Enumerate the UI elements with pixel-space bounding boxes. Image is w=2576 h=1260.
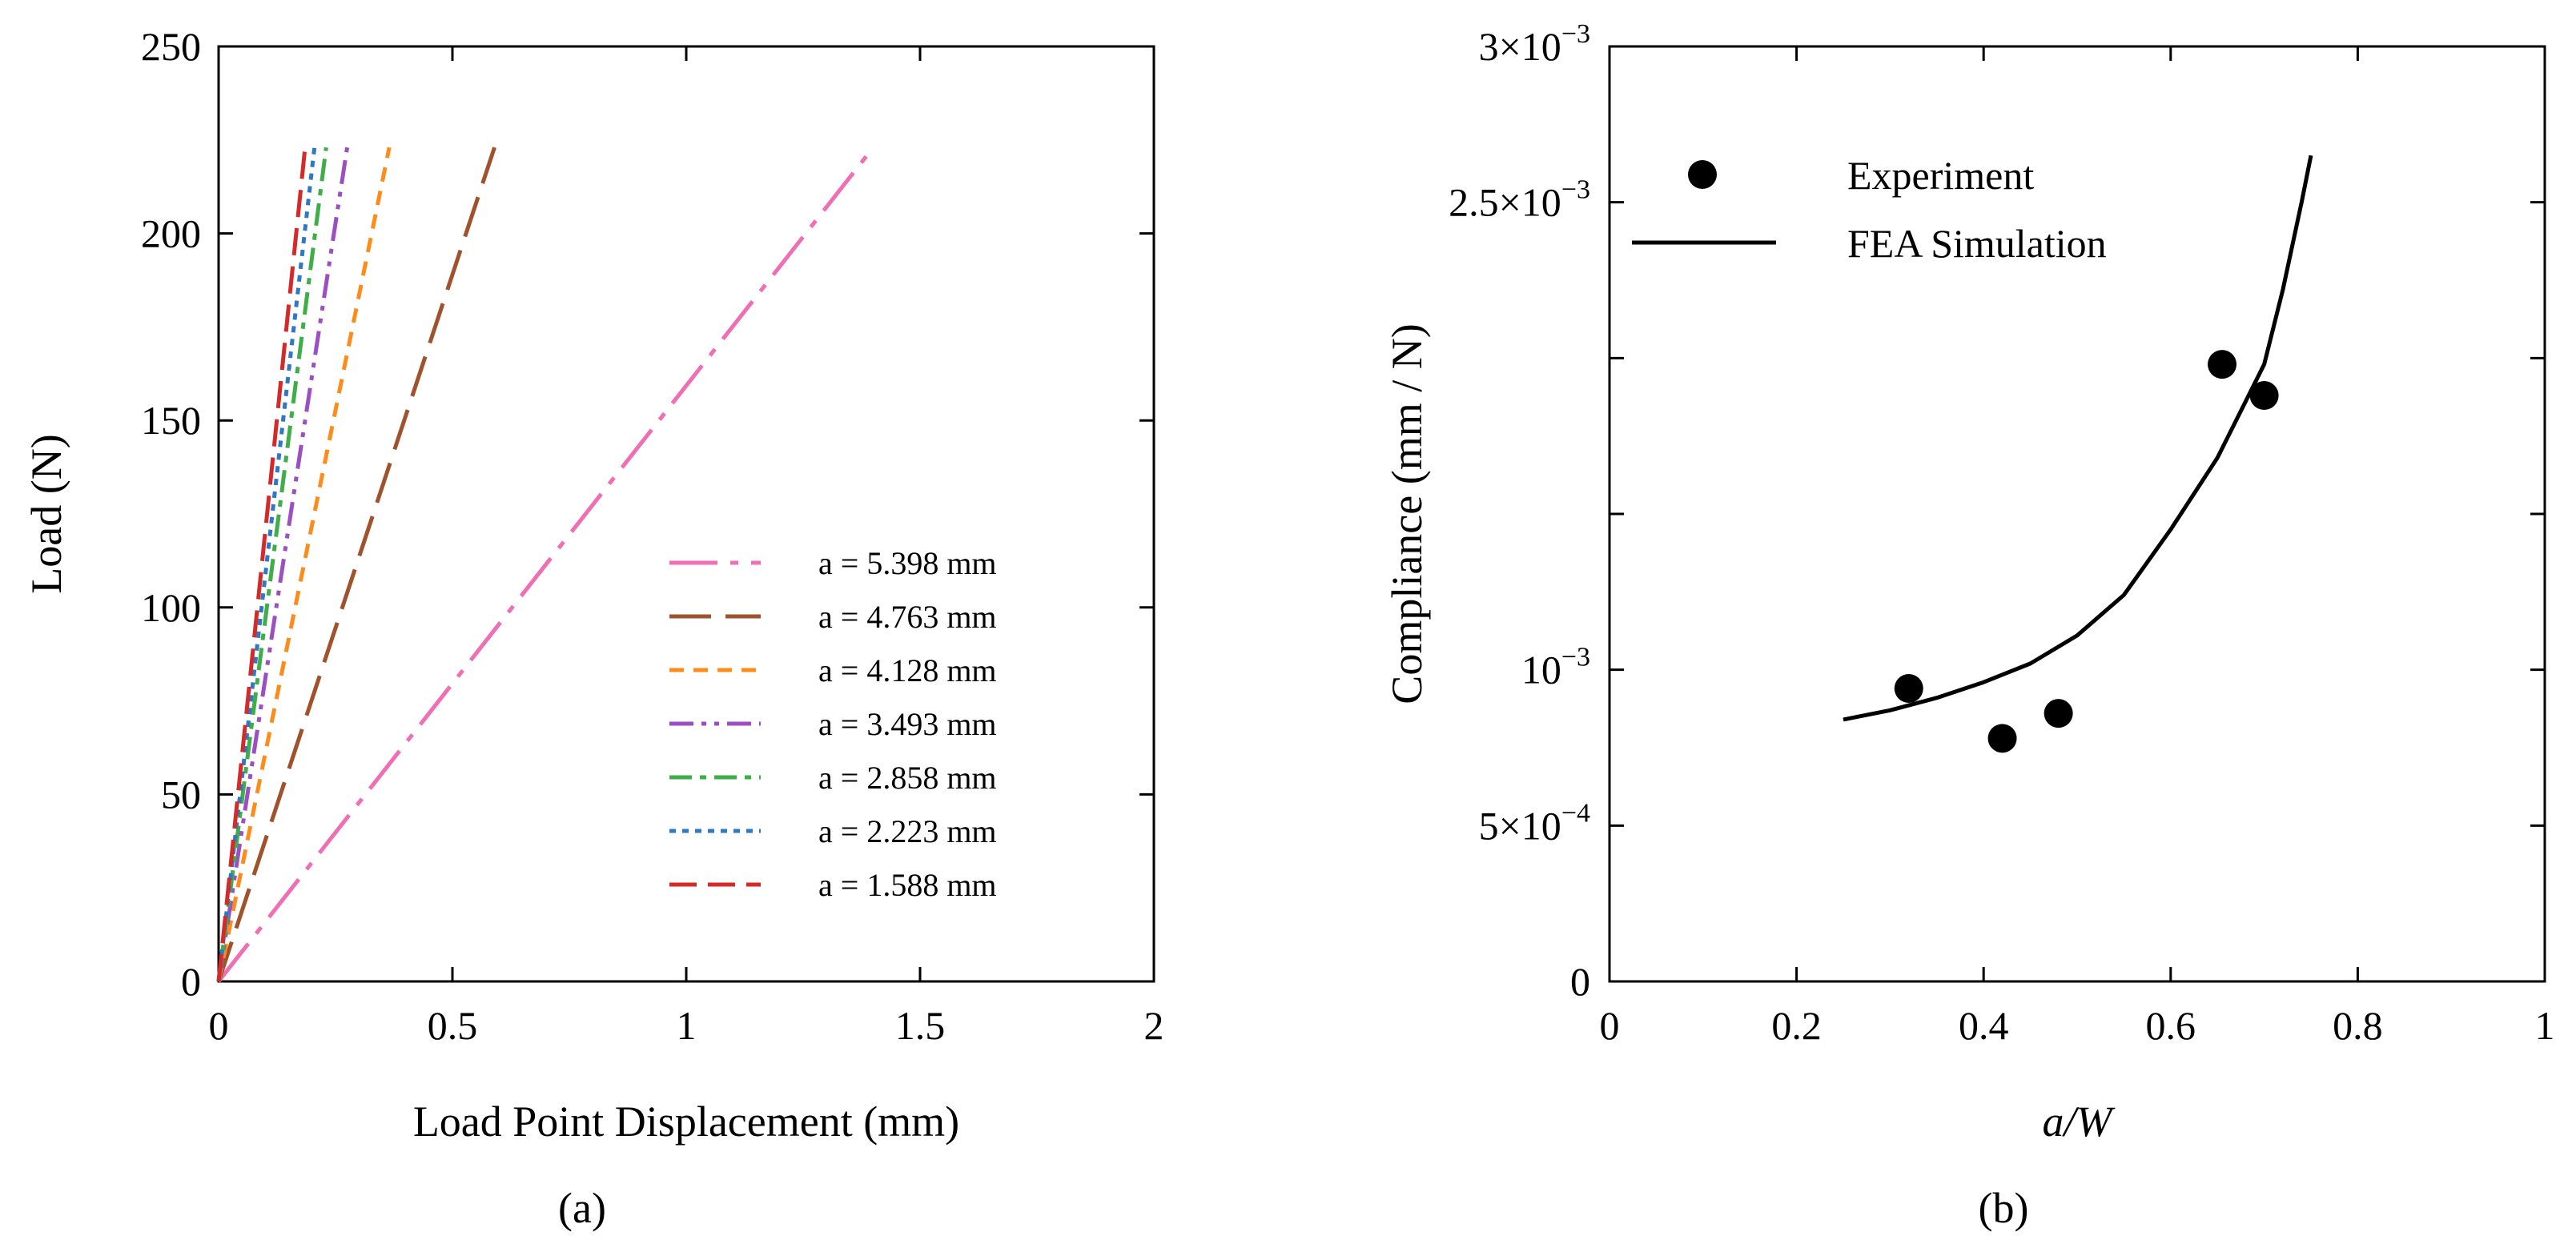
b-xtick-label: 0 [1600, 1003, 1620, 1048]
a-xtick-label: 0 [209, 1003, 229, 1048]
b-series [1843, 154, 2313, 753]
a-series-line [216, 146, 307, 982]
b-experiment-point [2249, 381, 2279, 411]
a-xlabel: Load Point Displacement (mm) [413, 1097, 959, 1146]
a-ytick-label: 150 [141, 398, 201, 443]
a-series-line [216, 146, 328, 982]
a-legend-label: a = 1.588 mm [818, 867, 997, 903]
b-legend: Experiment FEA Simulation [1632, 153, 2107, 266]
plot-frame-a [217, 45, 1155, 983]
a-series-line [217, 146, 875, 983]
b-xtick-label: 0.4 [1959, 1003, 2009, 1048]
a-series-line [216, 146, 392, 982]
b-fea-curve [1843, 154, 2313, 722]
a-xtick-label: 1.5 [895, 1003, 946, 1048]
b-ytick-label: 2.5×10−3 [1449, 175, 1590, 225]
b-experiment-point [1894, 674, 1923, 704]
b-ytick-label: 0 [1570, 959, 1590, 1004]
b-experiment-point [2044, 699, 2073, 728]
a-series-line [216, 146, 350, 982]
a-series [216, 146, 875, 983]
a-legend-label: a = 4.128 mm [818, 652, 997, 688]
b-legend-label: FEA Simulation [1847, 221, 2107, 266]
a-xtick-label: 2 [1144, 1003, 1164, 1048]
b-ytick-label: 5×10−4 [1479, 798, 1590, 848]
a-series-line [216, 146, 496, 982]
a-legend: a = 5.398 mm a = 4.763 mm a = 4.128 mm a = … [669, 545, 997, 903]
panel-b-compliance: 0 0.2 0.4 0.6 0.8 105×10−410−32.5×10−33×10−3 … [1383, 19, 2555, 1232]
a-ylabel: Load (N) [22, 434, 70, 593]
a-legend-label: a = 2.858 mm [818, 760, 997, 796]
b-xtick-label: 0.8 [2333, 1003, 2383, 1048]
b-experiment-point [2208, 350, 2237, 379]
a-ytick-label: 0 [181, 959, 201, 1004]
b-ticks: 0 0.2 0.4 0.6 0.8 1 0 5×10−4 10−3 2.5×10−3 3×10−3 [1449, 19, 2554, 1048]
b-legend-label: Experiment [1847, 153, 2034, 198]
b-ytick-label: 10−3 [1521, 643, 1590, 692]
a-legend-label: a = 3.493 mm [818, 706, 997, 742]
a-legend-label: a = 4.763 mm [818, 599, 997, 635]
b-xlabel: a/W [2043, 1097, 2116, 1146]
plot-frame-b [1608, 45, 2546, 983]
b-legend-marker [1688, 160, 1717, 189]
a-ticks: 0 0.5 1 1.5 2 0 50 100 150 200 250 [141, 24, 1164, 1048]
a-legend-label: a = 5.398 mm [818, 545, 997, 581]
b-ylabel: Compliance (mm / N) [1383, 323, 1431, 704]
a-ytick-label: 100 [141, 585, 201, 630]
b-xtick-label: 0.2 [1771, 1003, 1822, 1048]
b-caption: (b) [1979, 1184, 2029, 1232]
b-ytick-label: 3×10−3 [1479, 19, 1590, 69]
a-ytick-label: 50 [161, 772, 201, 817]
b-xtick-label: 0.6 [2146, 1003, 2196, 1048]
b-xtick-label: 1 [2535, 1003, 2555, 1048]
a-xtick-label: 1 [677, 1003, 697, 1048]
a-ytick-label: 250 [141, 24, 201, 69]
a-legend-label: a = 2.223 mm [818, 813, 997, 849]
b-experiment-point [1987, 724, 2017, 753]
a-ytick-label: 200 [141, 211, 201, 256]
a-xtick-label: 0.5 [428, 1003, 478, 1048]
a-caption: (a) [558, 1184, 606, 1232]
